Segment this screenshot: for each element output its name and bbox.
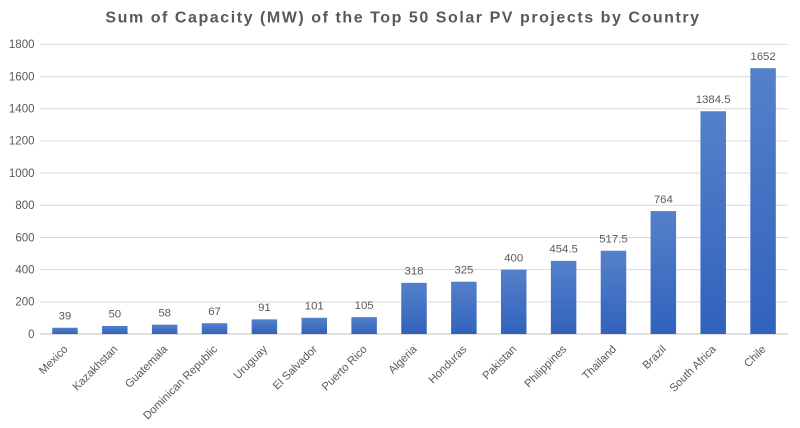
svg-text:400: 400	[15, 264, 34, 276]
svg-text:200: 200	[15, 297, 34, 309]
svg-text:1652: 1652	[750, 51, 775, 63]
svg-text:1000: 1000	[9, 168, 35, 180]
svg-text:101: 101	[305, 300, 324, 312]
svg-text:1200: 1200	[9, 136, 35, 148]
svg-text:50: 50	[108, 309, 121, 321]
svg-text:1800: 1800	[9, 39, 35, 51]
svg-text:Sum of Capacity (MW) of the To: Sum of Capacity (MW) of the Top 50 Solar…	[105, 10, 700, 27]
svg-text:67: 67	[208, 306, 221, 318]
svg-text:0: 0	[28, 329, 34, 341]
svg-text:764: 764	[654, 194, 673, 206]
svg-text:1400: 1400	[9, 104, 35, 116]
svg-text:517.5: 517.5	[599, 233, 628, 245]
svg-text:39: 39	[59, 310, 72, 322]
svg-text:1384.5: 1384.5	[696, 94, 731, 106]
svg-text:400: 400	[504, 252, 523, 264]
svg-text:105: 105	[355, 300, 374, 312]
svg-text:58: 58	[158, 307, 171, 319]
svg-text:318: 318	[404, 266, 423, 278]
svg-text:600: 600	[15, 232, 34, 244]
svg-text:91: 91	[258, 302, 271, 314]
svg-text:800: 800	[15, 200, 34, 212]
svg-text:454.5: 454.5	[549, 244, 578, 256]
svg-text:1600: 1600	[9, 71, 35, 83]
svg-text:325: 325	[454, 264, 473, 276]
